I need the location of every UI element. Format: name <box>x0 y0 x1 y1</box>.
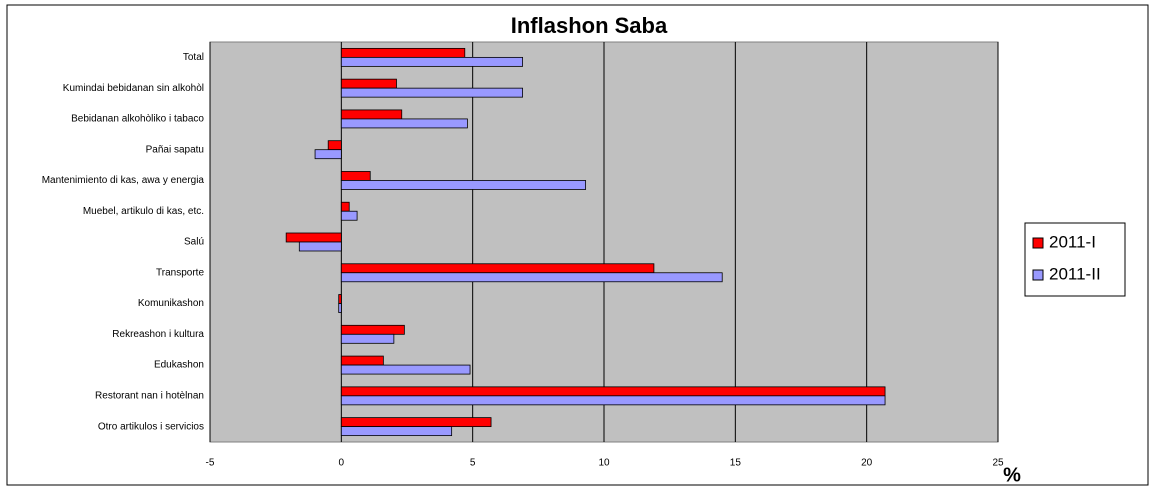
x-tick-label: 10 <box>598 458 610 469</box>
bar <box>340 56 523 67</box>
y-tick-label: Komunikashon <box>138 298 204 309</box>
x-tick-label: -5 <box>206 458 215 469</box>
y-tick-label: Transporte <box>156 267 204 278</box>
legend-swatch <box>1032 237 1044 249</box>
bar <box>340 171 371 181</box>
x-tick-label: 0 <box>339 458 345 469</box>
x-tick-label: 15 <box>730 458 742 469</box>
legend-box <box>1024 222 1126 297</box>
y-tick-label: Salú <box>184 237 204 248</box>
bar <box>298 241 342 252</box>
bar <box>285 232 342 243</box>
bar <box>340 109 403 120</box>
bar <box>340 395 886 406</box>
y-tick-label: Bebidanan alkohòliko i tabaco <box>71 114 204 125</box>
bar <box>340 324 405 335</box>
y-tick-label: Restorant nan i hotèlnan <box>95 390 204 401</box>
legend-label: 2011-II <box>1049 264 1101 283</box>
y-tick-label: Otro artikulos i servicios <box>98 421 204 432</box>
bar <box>327 140 342 151</box>
bar <box>340 47 466 58</box>
bar <box>338 294 342 304</box>
bar <box>340 386 886 397</box>
bar <box>340 417 492 428</box>
x-tick-label: 25 <box>992 458 1004 469</box>
bar <box>338 303 342 313</box>
bar <box>340 355 384 366</box>
x-axis-label: % <box>1003 464 1021 486</box>
bar <box>340 87 523 98</box>
bar <box>340 333 395 344</box>
bar <box>340 364 471 375</box>
bar <box>340 272 723 283</box>
y-tick-label: Pañai sapatu <box>146 144 204 155</box>
bar <box>340 426 453 437</box>
y-tick-label: Rekreashon i kultura <box>112 329 204 340</box>
x-tick-label: 5 <box>470 458 476 469</box>
y-tick-label: Edukashon <box>154 360 204 371</box>
y-tick-label: Mantenimiento di kas, awa y energia <box>42 175 205 186</box>
x-tick-label: 20 <box>861 458 873 469</box>
y-tick-label: Total <box>183 52 204 63</box>
bar <box>340 201 350 212</box>
bar <box>340 180 587 190</box>
bar <box>340 210 358 221</box>
y-tick-label: Muebel, artikulo di kas, etc. <box>83 206 204 217</box>
y-tick-label: Kumindai bebidanan sin alkohòl <box>63 83 204 94</box>
chart-title: Inflashon Saba <box>511 13 668 38</box>
legend-swatch <box>1032 269 1044 281</box>
bar <box>314 149 342 160</box>
bar <box>340 118 468 129</box>
bar <box>340 263 655 274</box>
legend-label: 2011-I <box>1049 232 1096 251</box>
bar <box>340 78 397 89</box>
